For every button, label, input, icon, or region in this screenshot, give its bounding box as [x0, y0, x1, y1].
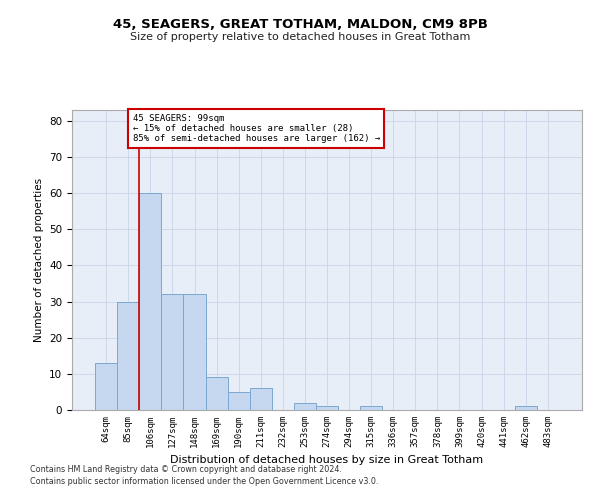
Bar — [184, 294, 206, 410]
Text: Contains HM Land Registry data © Crown copyright and database right 2024.: Contains HM Land Registry data © Crown c… — [30, 466, 342, 474]
Text: Size of property relative to detached houses in Great Totham: Size of property relative to detached ho… — [130, 32, 470, 42]
Text: Contains public sector information licensed under the Open Government Licence v3: Contains public sector information licen… — [30, 476, 379, 486]
Bar — [139, 193, 161, 410]
Bar — [515, 406, 537, 410]
Bar — [227, 392, 250, 410]
Bar — [95, 363, 117, 410]
Text: 45, SEAGERS, GREAT TOTHAM, MALDON, CM9 8PB: 45, SEAGERS, GREAT TOTHAM, MALDON, CM9 8… — [113, 18, 487, 30]
Text: 45 SEAGERS: 99sqm
← 15% of detached houses are smaller (28)
85% of semi-detached: 45 SEAGERS: 99sqm ← 15% of detached hous… — [133, 114, 380, 144]
Bar — [206, 378, 227, 410]
Bar — [360, 406, 382, 410]
Bar — [117, 302, 139, 410]
Bar — [161, 294, 184, 410]
Bar — [316, 406, 338, 410]
Bar — [294, 403, 316, 410]
Y-axis label: Number of detached properties: Number of detached properties — [34, 178, 44, 342]
X-axis label: Distribution of detached houses by size in Great Totham: Distribution of detached houses by size … — [170, 456, 484, 466]
Bar — [250, 388, 272, 410]
